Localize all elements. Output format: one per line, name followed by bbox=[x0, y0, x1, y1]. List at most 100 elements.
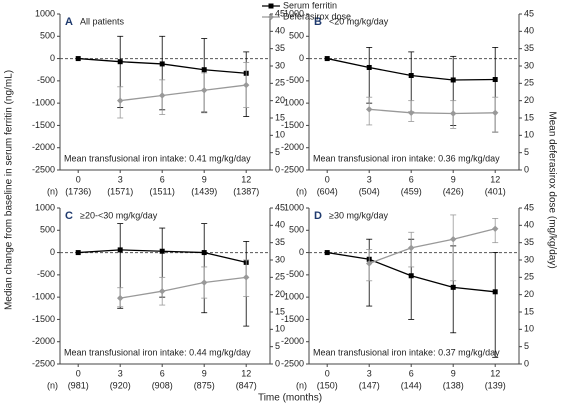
y2-tick-label: 10 bbox=[524, 324, 534, 334]
y2-tick-label: 25 bbox=[275, 78, 285, 88]
n-count: (847) bbox=[236, 380, 257, 390]
n-count: (908) bbox=[152, 380, 173, 390]
point bbox=[450, 284, 456, 290]
y2-tick-label: 30 bbox=[275, 254, 285, 264]
x-tick-label: 12 bbox=[241, 174, 251, 184]
y-tick-label: -1000 bbox=[281, 292, 304, 302]
y-tick-label: -2500 bbox=[281, 164, 304, 174]
x-axis-label: Time (months) bbox=[258, 393, 322, 404]
point bbox=[408, 273, 414, 279]
y2-tick-label: 40 bbox=[524, 220, 534, 230]
y-tick-label: 0 bbox=[50, 247, 55, 257]
point bbox=[159, 248, 165, 254]
y2-tick-label: 10 bbox=[275, 130, 285, 140]
series-line bbox=[120, 276, 247, 299]
point bbox=[492, 289, 498, 295]
y2-tick-label: 20 bbox=[275, 289, 285, 299]
y-tick-label: -500 bbox=[37, 75, 55, 85]
point bbox=[117, 247, 123, 253]
point bbox=[159, 61, 165, 67]
y2-axis-label: Mean deferasirox dose (mg/kg/day) bbox=[546, 111, 557, 268]
y2-tick-label: 35 bbox=[524, 237, 534, 247]
y-tick-label: -2000 bbox=[32, 142, 55, 152]
annotation: Mean transfusional iron intake: 0.37 mg/… bbox=[313, 347, 500, 357]
y-tick-label: 0 bbox=[299, 247, 304, 257]
y2-tick-label: 40 bbox=[275, 220, 285, 230]
n-count: (401) bbox=[485, 186, 506, 196]
point bbox=[324, 56, 330, 62]
y2-tick-label: 15 bbox=[524, 112, 534, 122]
y-tick-label: -500 bbox=[286, 269, 304, 279]
y-tick-label: -2500 bbox=[32, 358, 55, 368]
x-tick-label: 0 bbox=[76, 174, 81, 184]
y2-tick-label: 45 bbox=[275, 8, 285, 18]
x-tick-label: 9 bbox=[202, 368, 207, 378]
point bbox=[75, 250, 81, 256]
x-tick-label: 12 bbox=[490, 174, 500, 184]
y2-tick-label: 25 bbox=[275, 272, 285, 282]
y-tick-label: 0 bbox=[299, 53, 304, 63]
point bbox=[201, 279, 208, 286]
point bbox=[117, 294, 124, 302]
n-count: (1439) bbox=[191, 186, 217, 196]
y2-tick-label: 25 bbox=[524, 78, 534, 88]
annotation: Mean transfusional iron intake: 0.36 mg/… bbox=[313, 153, 500, 163]
y-tick-label: -500 bbox=[286, 75, 304, 85]
y2-tick-label: 40 bbox=[275, 26, 285, 36]
point bbox=[492, 109, 499, 116]
y-axis-label: Median change from baseline in serum fer… bbox=[4, 70, 15, 310]
panel-title: All patients bbox=[80, 16, 125, 26]
point bbox=[450, 110, 457, 117]
legend-marker bbox=[268, 3, 274, 9]
n-label: (n) bbox=[47, 186, 58, 196]
point bbox=[450, 236, 457, 243]
point bbox=[366, 260, 373, 267]
n-count: (426) bbox=[443, 186, 464, 196]
n-count: (1736) bbox=[65, 186, 91, 196]
y2-tick-label: 20 bbox=[524, 289, 534, 299]
y-tick-label: -1500 bbox=[32, 314, 55, 324]
y2-tick-label: 15 bbox=[524, 306, 534, 316]
x-tick-label: 3 bbox=[118, 174, 123, 184]
n-label: (n) bbox=[47, 380, 58, 390]
point bbox=[117, 59, 123, 65]
n-count: (138) bbox=[443, 380, 464, 390]
y2-tick-label: 0 bbox=[524, 358, 529, 368]
y2-tick-label: 25 bbox=[524, 272, 534, 282]
panel-title: ≥30 mg/kg/day bbox=[329, 210, 388, 220]
y-tick-label: 1000 bbox=[284, 202, 304, 212]
y2-tick-label: 40 bbox=[524, 26, 534, 36]
n-count: (459) bbox=[401, 186, 422, 196]
point bbox=[201, 67, 207, 73]
legend-label: Serum ferritin bbox=[283, 0, 337, 10]
point bbox=[201, 250, 207, 256]
point bbox=[243, 81, 250, 89]
annotation: Mean transfusional iron intake: 0.41 mg/… bbox=[64, 153, 251, 163]
panel-letter: D bbox=[314, 210, 322, 222]
point bbox=[408, 244, 415, 252]
x-tick-label: 12 bbox=[490, 368, 500, 378]
y2-tick-label: 5 bbox=[275, 147, 280, 157]
series-line bbox=[369, 108, 496, 115]
y2-tick-label: 20 bbox=[524, 95, 534, 105]
x-tick-label: 9 bbox=[451, 368, 456, 378]
point bbox=[450, 77, 456, 83]
x-tick-label: 6 bbox=[160, 368, 165, 378]
x-tick-label: 6 bbox=[160, 174, 165, 184]
panel-letter: A bbox=[65, 16, 73, 28]
n-count: (604) bbox=[317, 186, 338, 196]
y2-tick-label: 45 bbox=[524, 8, 534, 18]
panel-letter: B bbox=[314, 16, 322, 28]
y-tick-label: 0 bbox=[50, 53, 55, 63]
n-count: (1511) bbox=[150, 186, 175, 196]
x-tick-label: 6 bbox=[409, 174, 414, 184]
y-tick-label: 1000 bbox=[35, 202, 55, 212]
n-count: (147) bbox=[359, 380, 380, 390]
n-count: (139) bbox=[485, 380, 506, 390]
y2-tick-label: 45 bbox=[275, 202, 285, 212]
point bbox=[201, 87, 208, 94]
y-tick-label: -1000 bbox=[32, 292, 55, 302]
point bbox=[366, 106, 373, 113]
point bbox=[408, 73, 414, 79]
y2-tick-label: 15 bbox=[275, 306, 285, 316]
